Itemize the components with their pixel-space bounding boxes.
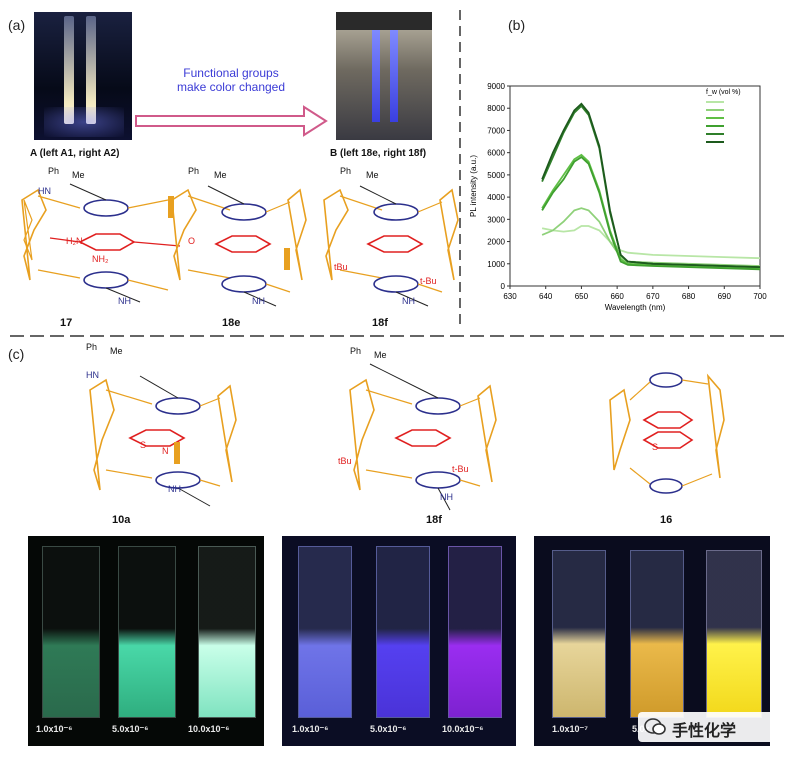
y-tick-label-6: 6000 [487, 149, 505, 158]
label-h2n-17: H₂N [66, 236, 83, 246]
label-ph-10a: Ph [86, 342, 98, 352]
compound-label-16: 16 [660, 514, 673, 526]
label-o-18e: O [188, 236, 196, 246]
photo-group-16: 1.0x10⁻⁷ 5.0x [534, 536, 770, 746]
conc-label-g1-3: 10.0x10⁻⁶ [188, 724, 230, 734]
x-tick-label-7: 700 [753, 292, 767, 301]
label-tbu2-18f: t-Bu [420, 276, 437, 286]
label-me-18f: Me [366, 170, 379, 180]
structure-18f [323, 185, 459, 307]
y-tick-label-4: 4000 [487, 193, 505, 202]
structures-row-c [89, 363, 725, 511]
compound-label-10a: 10a [112, 514, 131, 526]
photo-group-10a: 1.0x10⁻⁶ 5.0x10⁻⁶ 10.0x10⁻⁶ [28, 536, 264, 746]
watermark-text: 手性化学 [672, 723, 737, 740]
label-s-16: S [652, 442, 659, 452]
label-ph-18f-c: Ph [350, 346, 362, 356]
series-line-4 [541, 104, 761, 268]
x-tick-label-3: 660 [610, 292, 624, 301]
x-tick-label-1: 640 [539, 292, 553, 301]
label-n-10a: N [162, 446, 169, 456]
compound-label-18f-c: 18f [426, 514, 442, 526]
series-line-1 [541, 207, 761, 267]
structure-10a [89, 375, 237, 507]
conc-label-g2-1: 1.0x10⁻⁶ [292, 724, 329, 734]
watermark-badge: 手性化学 [638, 712, 788, 742]
label-ph-18f: Ph [340, 166, 352, 176]
x-tick-label-2: 650 [575, 292, 589, 301]
structures-row-a [21, 183, 459, 307]
label-tbu-18f-c: tBu [338, 456, 352, 466]
caption-photo-A: A (left A1, right A2) [30, 148, 120, 159]
compound-label-18e: 18e [222, 317, 241, 329]
label-me-18f-c: Me [374, 350, 387, 360]
y-tick-label-2: 2000 [487, 238, 505, 247]
conc-label-g2-3: 10.0x10⁻⁶ [442, 724, 484, 734]
label-hn-17: HN [38, 186, 51, 196]
structure-18f-c [349, 363, 497, 511]
transform-arrow-icon [135, 105, 328, 137]
wechat-icon [644, 718, 666, 735]
label-ph-17: Ph [48, 166, 60, 176]
panel-label-b: (b) [508, 17, 526, 33]
y-tick-label-8: 8000 [487, 104, 505, 113]
label-me-18e: Me [214, 170, 227, 180]
panel-label-c: (c) [8, 346, 25, 362]
label-ph-18e: Ph [188, 166, 200, 176]
label-tbu-18f: tBu [334, 262, 348, 272]
arrow-caption-line1: Functional groups [183, 66, 279, 80]
panel-label-a: (a) [8, 17, 26, 33]
photo-group-18f: 1.0x10⁻⁶ 5.0x10⁻⁶ 10.0x10⁻⁶ [282, 536, 516, 746]
label-nh-10a: NH [168, 484, 181, 494]
structure-17 [21, 183, 181, 303]
conc-label-g1-2: 5.0x10⁻⁶ [112, 724, 149, 734]
label-nh-18e: NH [252, 296, 265, 306]
series-line-3 [541, 155, 761, 271]
y-tick-label-7: 7000 [487, 126, 505, 135]
y-axis-label: PL intensity (a.u.) [469, 155, 478, 217]
label-nh-18f-c: NH [440, 492, 453, 502]
plot-frame [509, 85, 761, 287]
series-line-2 [541, 153, 761, 270]
label-tbu2-18f-c: t-Bu [452, 464, 469, 474]
structure-18e [171, 185, 307, 307]
x-tick-label-6: 690 [718, 292, 732, 301]
series-line-5 [541, 102, 761, 268]
pl-spectra-chart: 0 1000 2000 3000 4000 5000 6000 7000 8000 9000 630… [469, 82, 767, 312]
compound-label-18f: 18f [372, 317, 388, 329]
label-nh2-17: NH₂ [92, 254, 109, 264]
conc-label-g2-2: 5.0x10⁻⁶ [370, 724, 407, 734]
conc-label-g1-1: 1.0x10⁻⁶ [36, 724, 73, 734]
y-tick-label-1: 1000 [487, 260, 505, 269]
label-hn-10a: HN [86, 370, 99, 380]
label-nh-17: NH [118, 296, 131, 306]
label-nh-18f: NH [402, 296, 415, 306]
y-tick-label-5: 5000 [487, 171, 505, 180]
arrow-caption: Functional groups make color changed [146, 66, 316, 94]
y-tick-label-9: 9000 [487, 82, 505, 91]
caption-photo-B: B (left 18e, right 18f) [330, 148, 427, 159]
photo-vials-B [336, 12, 432, 140]
legend-title: f_w (vol %) [706, 89, 741, 96]
photo-vials-A [34, 12, 132, 140]
compound-label-17: 17 [60, 317, 73, 329]
label-s-10a: S [140, 440, 147, 450]
structure-16 [609, 372, 725, 494]
x-tick-label-5: 680 [682, 292, 696, 301]
y-tick-label-3: 3000 [487, 215, 505, 224]
arrow-caption-line2: make color changed [176, 80, 286, 94]
conc-label-g3-1: 1.0x10⁻⁷ [552, 724, 588, 734]
label-me-10a: Me [110, 346, 123, 356]
x-tick-label-0: 630 [503, 292, 517, 301]
x-tick-label-4: 670 [646, 292, 660, 301]
x-axis-label: Wavelength (nm) [605, 303, 666, 312]
y-tick-label-0: 0 [501, 282, 506, 291]
label-me-17: Me [72, 170, 85, 180]
series-line-0 [541, 225, 761, 260]
